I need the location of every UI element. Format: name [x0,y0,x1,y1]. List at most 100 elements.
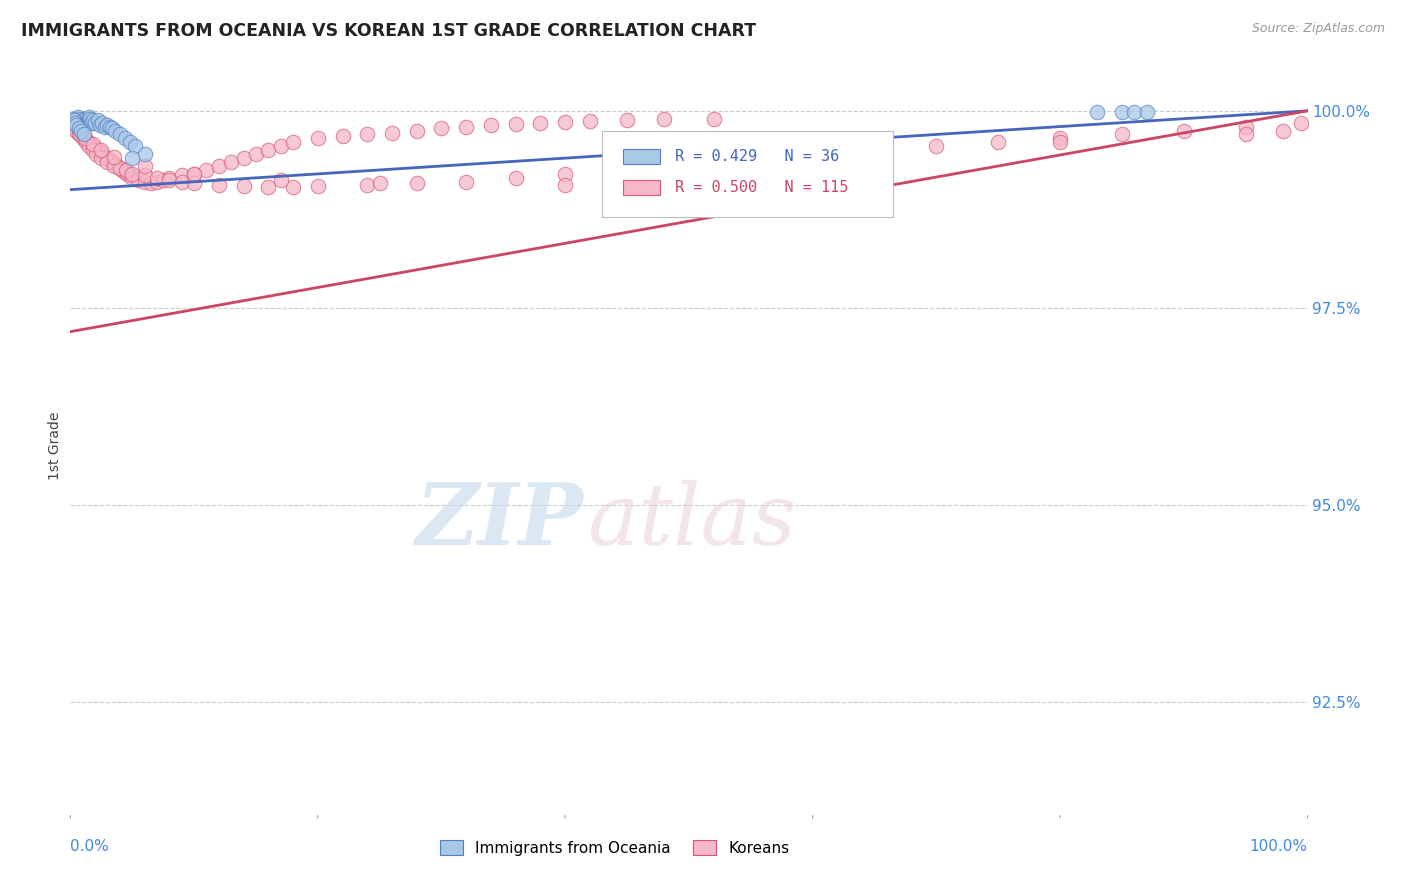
Point [73,128,96,142]
Point [1085,105,1108,120]
Point [356,178,378,192]
Point [245,147,267,161]
Point [80,115,103,129]
Text: R = 0.429   N = 36: R = 0.429 N = 36 [675,149,839,163]
Point [75,112,97,126]
Point [134,159,156,173]
Point [170,175,193,189]
Point [307,178,329,193]
Point [987,136,1010,150]
Point [79,136,101,151]
Point [103,159,125,173]
Point [139,177,162,191]
Point [104,157,127,171]
Point [1111,105,1133,120]
Point [127,173,149,187]
Point [381,126,404,140]
Text: atlas: atlas [588,480,797,562]
Point [1291,115,1313,129]
Point [554,178,576,192]
Point [72,129,94,144]
Point [456,120,478,134]
Point [75,115,97,129]
Point [86,113,108,128]
Point [82,136,104,151]
Point [79,112,101,126]
Point [863,143,886,157]
Point [356,128,378,142]
Text: ZIP: ZIP [416,479,583,563]
Point [72,131,94,145]
Point [1173,123,1195,137]
Point [1111,128,1133,142]
Point [430,121,453,136]
Point [479,118,502,132]
Point [170,169,193,183]
FancyBboxPatch shape [623,149,661,163]
Point [91,147,114,161]
Point [925,139,948,153]
Point [76,113,98,128]
Point [505,117,527,131]
Point [63,120,86,134]
Point [115,163,138,178]
Point [86,143,108,157]
Point [118,169,141,183]
Point [157,170,180,185]
Point [65,120,87,134]
Point [91,115,114,129]
Text: R = 0.500   N = 115: R = 0.500 N = 115 [675,180,849,195]
Point [115,167,138,181]
Point [65,118,87,132]
Point [82,143,104,157]
Point [66,121,89,136]
Point [270,173,292,187]
Point [232,178,254,193]
Point [405,123,427,137]
Point [98,153,121,167]
Point [603,163,626,178]
Text: 100.0%: 100.0% [1250,839,1308,855]
Point [307,131,329,145]
Point [77,110,100,124]
Point [134,175,156,189]
FancyBboxPatch shape [602,131,893,218]
Point [75,131,97,145]
Point [104,123,127,137]
Point [1271,123,1294,137]
Point [108,161,131,175]
Point [94,149,117,163]
Point [183,167,205,181]
Point [96,151,118,165]
Point [69,112,91,126]
Y-axis label: 1st Grade: 1st Grade [48,412,62,480]
Point [76,136,98,150]
Text: Source: ZipAtlas.com: Source: ZipAtlas.com [1251,22,1385,36]
Point [801,147,824,161]
Point [98,120,121,134]
Point [740,151,762,165]
Point [134,169,156,183]
Point [75,131,97,145]
Point [801,145,824,159]
Point [456,175,478,189]
Point [554,115,576,129]
Point [257,179,280,194]
Point [405,177,427,191]
Text: 0.0%: 0.0% [70,839,110,855]
Point [146,170,169,185]
Point [554,167,576,181]
Point [118,136,141,150]
Point [65,115,87,129]
Point [70,123,93,137]
Point [703,112,725,126]
Point [1123,105,1146,120]
Point [1234,128,1257,142]
Point [75,136,97,150]
Point [281,179,304,194]
Point [67,123,90,137]
Point [183,167,205,181]
Point [111,163,134,178]
Point [505,170,527,185]
Point [72,113,94,128]
